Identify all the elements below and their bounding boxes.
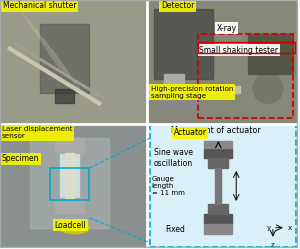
- Bar: [40, 24, 89, 93]
- Text: Small shaking tester: Small shaking tester: [200, 46, 278, 55]
- Bar: [164, 74, 174, 103]
- Bar: [59, 138, 80, 198]
- Text: Gauge
length
= 11 mm: Gauge length = 11 mm: [152, 176, 185, 196]
- Text: Actuator: Actuator: [174, 128, 207, 137]
- Bar: [50, 168, 89, 200]
- Bar: [148, 1, 297, 123]
- Text: z: z: [271, 242, 275, 248]
- Text: y: y: [267, 225, 271, 231]
- Text: Mechanical shutter: Mechanical shutter: [3, 1, 76, 10]
- Bar: [159, 100, 199, 108]
- Bar: [55, 138, 84, 153]
- Ellipse shape: [59, 222, 89, 234]
- Bar: [55, 198, 84, 213]
- Bar: [204, 224, 232, 234]
- Bar: [215, 168, 221, 204]
- Bar: [55, 88, 74, 103]
- Bar: [199, 42, 295, 53]
- Text: Loadcell: Loadcell: [55, 221, 86, 230]
- Bar: [204, 141, 232, 148]
- Bar: [151, 85, 240, 93]
- Text: High-precision rotation
sampling stage: High-precision rotation sampling stage: [151, 85, 233, 99]
- Text: Sine wave
oscillation: Sine wave oscillation: [154, 148, 193, 168]
- Bar: [174, 74, 184, 103]
- Bar: [64, 153, 74, 198]
- Bar: [204, 148, 232, 158]
- Bar: [154, 9, 213, 79]
- Bar: [1, 124, 146, 247]
- Text: Laser displacement
sensor: Laser displacement sensor: [2, 126, 73, 139]
- Text: Movement of actuator: Movement of actuator: [171, 126, 260, 135]
- Bar: [248, 34, 293, 74]
- Bar: [208, 204, 228, 214]
- Text: x: x: [288, 225, 292, 231]
- Bar: [204, 214, 232, 224]
- Text: Fixed: Fixed: [166, 225, 186, 234]
- Text: X-ray: X-ray: [216, 24, 236, 33]
- Bar: [1, 1, 146, 123]
- Text: Detector: Detector: [161, 1, 194, 10]
- Bar: [208, 158, 228, 168]
- Bar: [150, 124, 296, 247]
- Ellipse shape: [253, 74, 283, 103]
- Bar: [150, 124, 296, 247]
- Bar: [30, 138, 109, 228]
- Bar: [199, 34, 293, 118]
- Text: Specimen: Specimen: [2, 154, 40, 163]
